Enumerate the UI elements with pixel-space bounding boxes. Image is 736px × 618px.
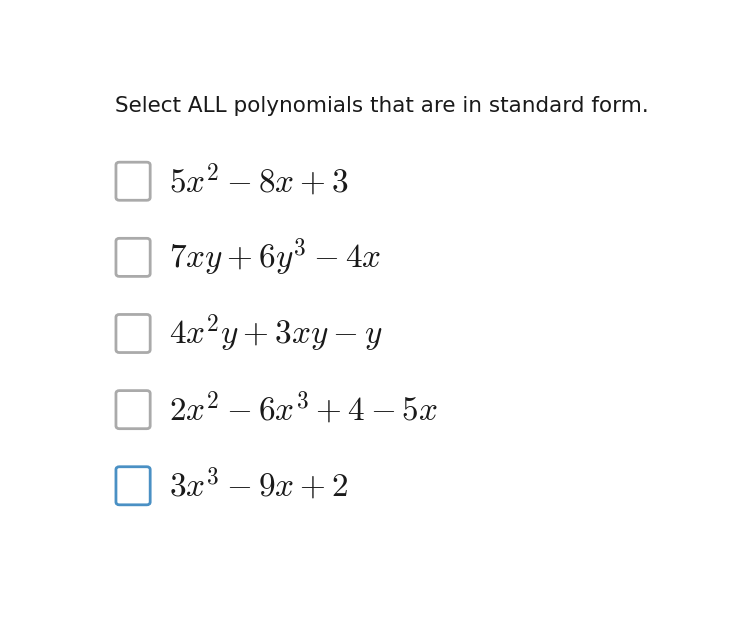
Text: $3x^3 - 9x + 2$: $3x^3 - 9x + 2$	[169, 467, 348, 504]
FancyBboxPatch shape	[116, 467, 150, 505]
Text: Select ALL polynomials that are in standard form.: Select ALL polynomials that are in stand…	[115, 96, 648, 116]
Text: $7xy + 6y^3 - 4x$: $7xy + 6y^3 - 4x$	[169, 237, 381, 278]
FancyBboxPatch shape	[116, 162, 150, 200]
FancyBboxPatch shape	[116, 239, 150, 276]
Text: $4x^2y + 3xy - y$: $4x^2y + 3xy - y$	[169, 312, 383, 355]
FancyBboxPatch shape	[116, 391, 150, 429]
Text: $2x^2 - 6x^3 + 4 - 5x$: $2x^2 - 6x^3 + 4 - 5x$	[169, 391, 438, 428]
FancyBboxPatch shape	[116, 315, 150, 352]
Text: $5x^2 - 8x + 3$: $5x^2 - 8x + 3$	[169, 163, 349, 200]
